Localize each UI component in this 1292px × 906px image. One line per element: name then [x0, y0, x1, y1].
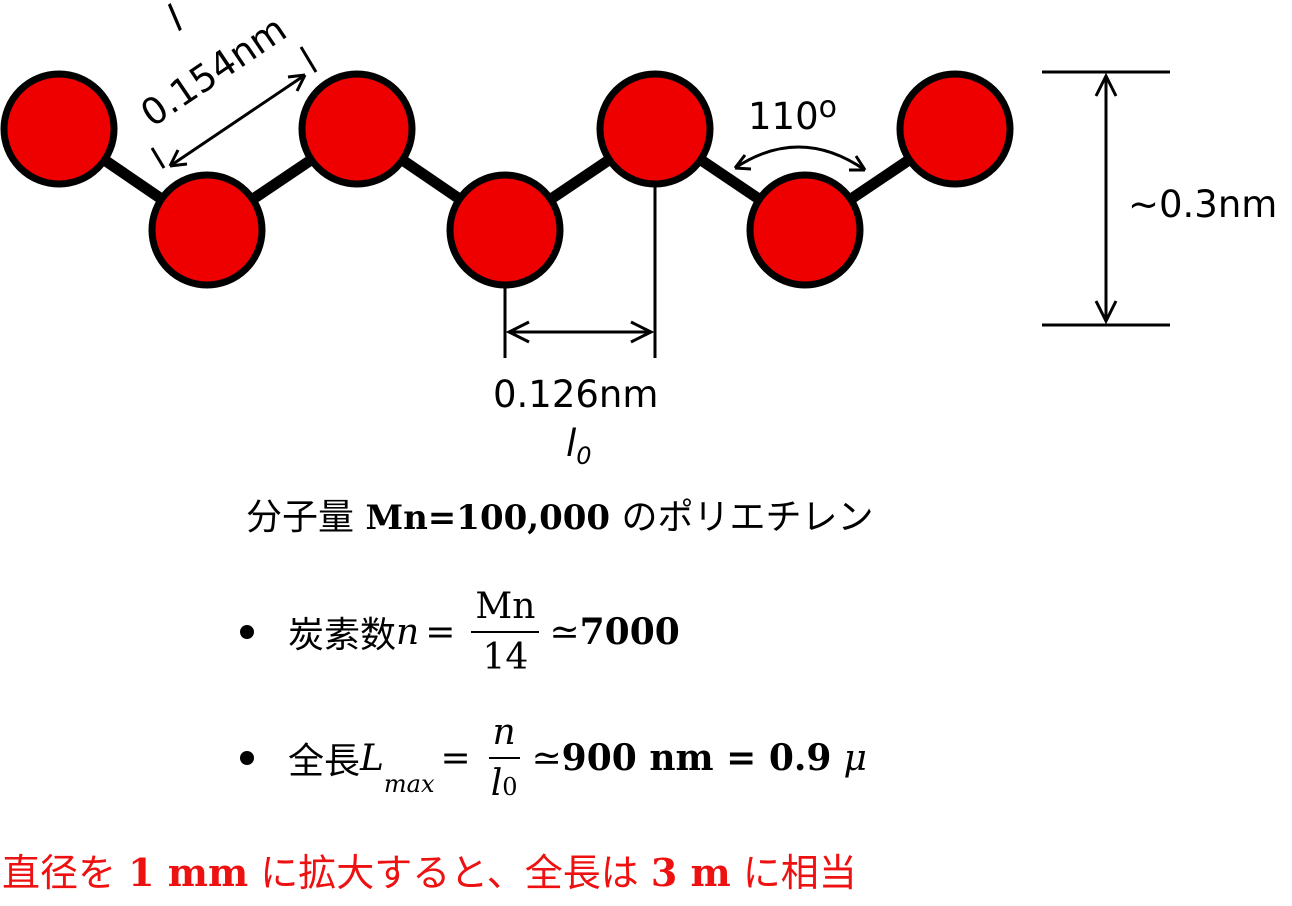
- height-dimension: [1042, 70, 1170, 327]
- bond-symbol-label: l: [159, 0, 192, 39]
- molecule-title: 分子量 Mn=100,000 のポリエチレン: [246, 497, 874, 538]
- bond-length-label: 0.154nm: [133, 7, 294, 135]
- carbon-atoms: [0, 70, 1014, 289]
- carbon-atom: [596, 70, 714, 188]
- fraction-n-over-l0: n l0: [487, 712, 522, 804]
- carbon-atom: [298, 70, 416, 188]
- bullet-dot: [240, 625, 254, 639]
- scale-note: 直径を 1 mm に拡大すると、全長は 3 m に相当: [2, 850, 857, 895]
- carbon-atom: [746, 171, 864, 289]
- bond-angle-label: 110o: [748, 90, 837, 138]
- carbon-atom: [896, 70, 1014, 188]
- bullet-carbon-count: 炭素数 n = Mn 14 ≃ 7000: [240, 586, 680, 678]
- projection-label: 0.126nm: [493, 373, 658, 416]
- projection-symbol: l0: [566, 422, 592, 470]
- bullet-dot: [240, 751, 254, 765]
- fraction-mn-over-14: Mn 14: [471, 586, 540, 678]
- height-label: ~0.3nm: [1128, 183, 1277, 226]
- bond-length-dimension: [150, 46, 318, 169]
- carbon-atom: [446, 171, 564, 289]
- projection-dimension: [503, 186, 657, 358]
- carbon-atom: [0, 70, 118, 188]
- carbon-atom: [148, 171, 266, 289]
- bond-angle-arc: [733, 145, 867, 172]
